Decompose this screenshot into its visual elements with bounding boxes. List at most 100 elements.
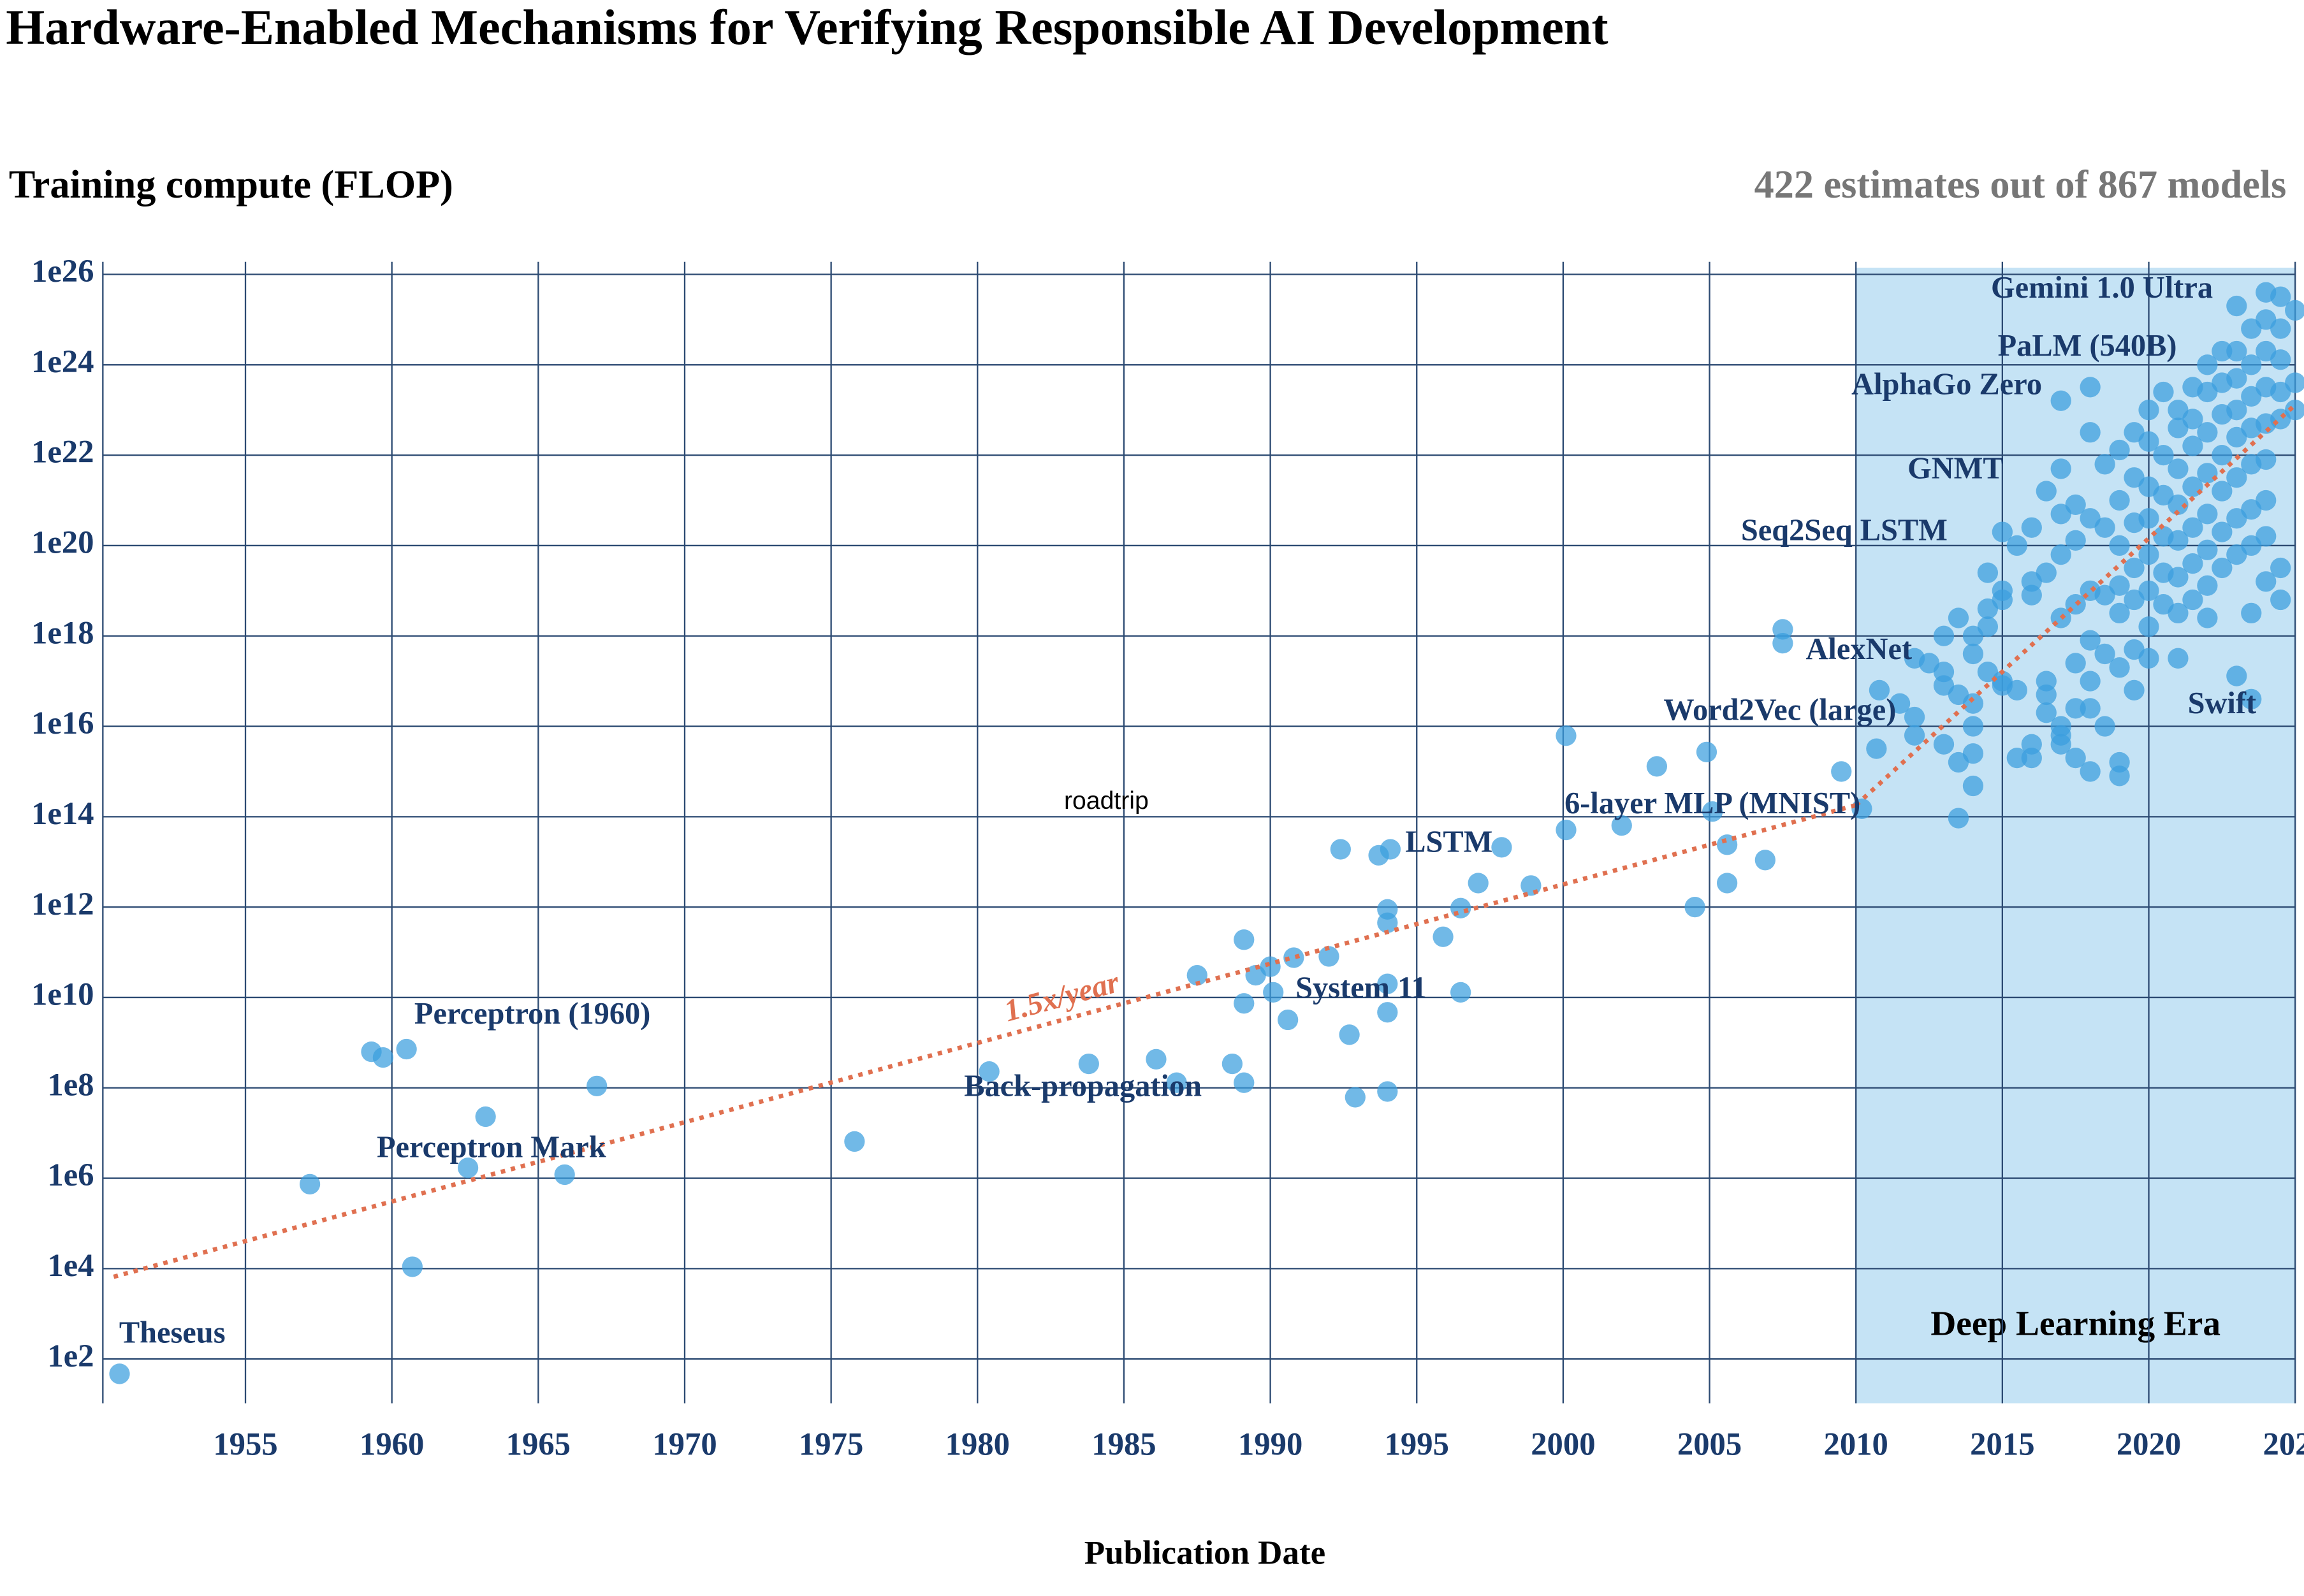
data-point <box>1992 589 2013 611</box>
y-tick-label: 1e6 <box>47 1157 94 1193</box>
data-point <box>2182 553 2203 574</box>
x-tick-label: 1965 <box>506 1426 571 1462</box>
data-point <box>2212 481 2233 502</box>
data-point <box>2182 409 2203 430</box>
data-point <box>1339 1024 1360 1045</box>
x-tick-label: 1975 <box>799 1426 863 1462</box>
data-point <box>475 1106 496 1128</box>
data-point <box>2109 439 2130 461</box>
data-point <box>2094 716 2115 737</box>
data-point <box>2285 300 2304 321</box>
data-point <box>1889 693 1911 714</box>
x-tick-label: 2025 <box>2263 1426 2304 1462</box>
data-point <box>2197 422 2218 443</box>
data-point <box>2094 643 2115 665</box>
data-point <box>2256 526 2277 547</box>
y-tick-label: 1e16 <box>31 705 94 741</box>
data-point <box>2197 504 2218 525</box>
data-point <box>1933 625 1955 646</box>
data-point <box>1977 562 1999 583</box>
data-point <box>2138 544 2159 565</box>
data-point <box>2197 381 2218 403</box>
x-tick-label: 1990 <box>1238 1426 1302 1462</box>
data-point <box>2153 444 2174 466</box>
data-point <box>2065 698 2086 719</box>
y-tick-label: 1e4 <box>47 1247 94 1283</box>
annotation: Seq2Seq LSTM <box>1741 513 1948 547</box>
data-point <box>2197 607 2218 628</box>
data-point <box>2168 494 2189 516</box>
data-point <box>1611 815 1632 836</box>
y-tick-label: 1e24 <box>31 344 94 379</box>
data-point <box>1904 706 1925 728</box>
data-point <box>299 1173 321 1194</box>
data-point <box>1948 607 1969 628</box>
data-point <box>1962 643 1984 665</box>
data-point <box>2080 422 2101 443</box>
data-point <box>1433 926 1454 947</box>
data-point <box>554 1164 575 1186</box>
data-point <box>1948 808 1969 829</box>
data-point <box>2138 508 2159 529</box>
data-point <box>1556 725 1577 746</box>
x-tick-label: 2020 <box>2117 1426 2181 1462</box>
x-tick-label: 1955 <box>213 1426 277 1462</box>
data-point <box>2109 765 2130 787</box>
data-point <box>2197 575 2218 596</box>
data-point <box>2050 725 2071 746</box>
data-point <box>2094 584 2115 606</box>
y-tick-label: 1e14 <box>31 795 94 831</box>
trend-line <box>1854 403 2297 807</box>
data-point <box>1450 982 1471 1003</box>
annotation: 6-layer MLP (MNIST) <box>1564 787 1860 820</box>
region-label: Deep Learning Era <box>1930 1303 2220 1342</box>
data-point <box>2021 517 2042 538</box>
data-point <box>2226 400 2247 421</box>
trend-line <box>113 802 1857 1279</box>
data-point <box>2168 458 2189 479</box>
y-tick-label: 1e8 <box>47 1066 94 1102</box>
data-point <box>2212 340 2233 362</box>
data-point <box>1380 839 1401 860</box>
annotation: GNMT <box>1907 452 2004 486</box>
data-point <box>979 1061 1000 1082</box>
data-point <box>1491 837 1512 858</box>
data-point <box>2036 684 2057 706</box>
data-point <box>1078 1053 1099 1075</box>
data-point <box>2138 580 2159 601</box>
data-point <box>1377 973 1398 994</box>
data-point <box>2182 589 2203 611</box>
data-point <box>1696 741 1717 762</box>
data-point <box>2197 539 2218 560</box>
data-point <box>1716 873 1738 894</box>
data-point <box>2124 679 2145 700</box>
data-point <box>2212 557 2233 579</box>
data-point <box>1377 912 1398 933</box>
data-point <box>2080 377 2101 398</box>
data-point <box>2124 422 2145 443</box>
data-point <box>1377 1081 1398 1102</box>
data-point <box>2094 454 2115 475</box>
data-point <box>2080 698 2101 719</box>
data-point <box>2080 671 2101 692</box>
data-point <box>2124 467 2145 488</box>
data-point <box>1234 1072 1255 1093</box>
data-point <box>2168 567 2189 588</box>
x-axis-label: Publication Date <box>1084 1534 1325 1571</box>
y-tick-label: 1e20 <box>31 525 94 560</box>
data-point <box>2226 665 2247 686</box>
data-point <box>2256 490 2277 511</box>
annotation: Word2Vec (large) <box>1663 693 1896 727</box>
data-point <box>1234 929 1255 950</box>
data-point <box>2285 372 2304 393</box>
data-point <box>1450 897 1471 918</box>
data-point <box>2080 508 2101 529</box>
data-point <box>2065 747 2086 769</box>
data-point <box>2285 400 2304 421</box>
data-point <box>1831 761 1852 782</box>
x-tick-label: 1960 <box>360 1426 424 1462</box>
data-point <box>2094 517 2115 538</box>
data-point <box>2182 517 2203 538</box>
data-point <box>2006 535 2027 556</box>
data-point <box>2168 648 2189 669</box>
